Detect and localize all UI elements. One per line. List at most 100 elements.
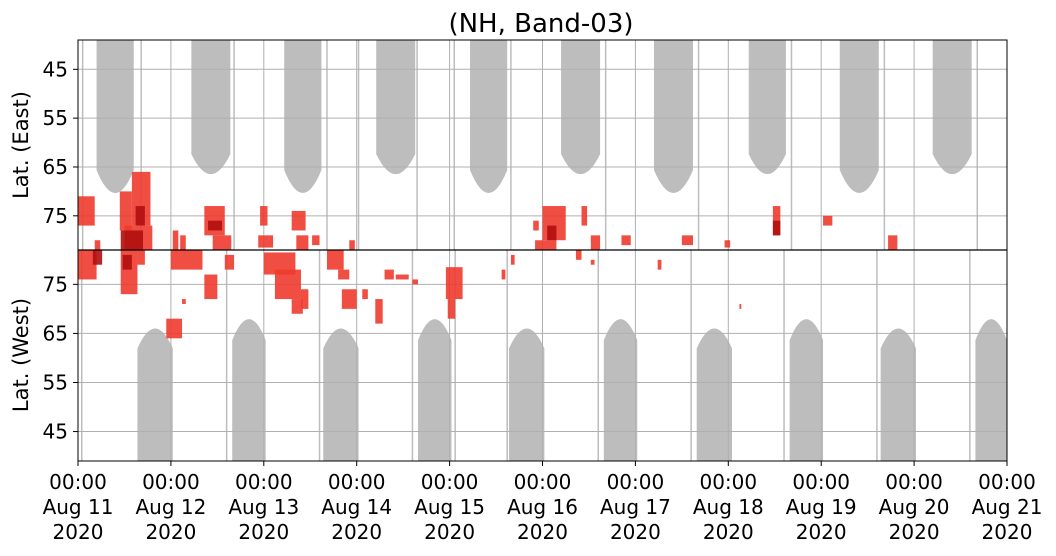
x-tick-date-label: Aug 16 <box>507 495 578 519</box>
echo-cell <box>772 206 781 236</box>
x-tick-time-label: 00:00 <box>607 470 665 494</box>
echo-cell <box>224 254 235 270</box>
x-tick-year-label: 2020 <box>424 520 475 544</box>
echo-cell <box>326 250 344 270</box>
y-tick-label: 45 <box>43 420 68 444</box>
y-tick-label: 75 <box>43 204 68 228</box>
no-data-region <box>470 40 508 194</box>
x-tick-time-label: 00:00 <box>142 470 200 494</box>
x-tick-time-label: 00:00 <box>885 470 943 494</box>
echo-cell <box>291 210 306 231</box>
no-data-region <box>880 328 916 461</box>
x-tick-year-label: 2020 <box>145 520 196 544</box>
echo-cell <box>170 250 203 270</box>
echo-cell <box>260 206 268 226</box>
echo-cell <box>182 299 186 304</box>
y-tick-label: 55 <box>43 106 68 130</box>
echo-cell <box>166 318 183 339</box>
echo-cell <box>122 254 132 270</box>
echo-cell <box>888 235 898 250</box>
no-data-region <box>323 328 359 461</box>
x-tick-time-label: 00:00 <box>699 470 757 494</box>
y-tick-layer: 45 55 65 75 75 65 55 45 <box>43 57 78 444</box>
no-data-region <box>839 40 879 194</box>
echo-cell <box>172 230 179 250</box>
x-tick-year-label: 2020 <box>610 520 661 544</box>
echo-cell <box>78 250 97 280</box>
x-tick-date-label: Aug 13 <box>228 495 299 519</box>
echo-cell <box>119 191 132 231</box>
no-data-region <box>561 40 601 175</box>
echo-cell <box>395 274 409 280</box>
echo-cell <box>94 240 101 250</box>
x-tick-year-label: 2020 <box>703 520 754 544</box>
echo-layer <box>78 171 898 339</box>
echo-cell <box>92 250 103 265</box>
no-data-region <box>191 40 231 175</box>
echo-cell <box>296 235 309 250</box>
west-y-axis-label: Lat. (West) <box>9 298 33 412</box>
no-data-region <box>232 319 266 461</box>
y-tick-label: 55 <box>43 370 68 394</box>
no-data-region <box>603 319 638 461</box>
y-tick-label: 65 <box>43 155 68 179</box>
echo-cell <box>590 259 595 265</box>
echo-cell <box>547 225 557 241</box>
x-tick-time-label: 00:00 <box>328 470 386 494</box>
x-tick-year-label: 2020 <box>53 520 104 544</box>
echo-cell <box>338 269 350 280</box>
echo-cell <box>739 303 742 309</box>
echo-cell <box>291 299 303 314</box>
echo-cell <box>510 254 515 265</box>
echo-cell <box>447 299 456 319</box>
echo-cell <box>120 230 144 250</box>
no-data-region <box>376 40 416 175</box>
echo-cell <box>362 289 368 300</box>
x-tick-year-label: 2020 <box>238 520 289 544</box>
x-tick-year-label: 2020 <box>331 520 382 544</box>
x-tick-year-label: 2020 <box>796 520 847 544</box>
no-data-region <box>418 319 452 461</box>
no-data-region <box>96 40 134 194</box>
no-data-region <box>789 319 824 461</box>
echo-cell <box>258 235 274 248</box>
echo-cell <box>300 289 309 309</box>
x-tick-date-label: Aug 17 <box>600 495 671 519</box>
x-tick-date-label: Aug 14 <box>321 495 392 519</box>
no-data-region <box>653 40 693 194</box>
x-tick-time-label: 00:00 <box>978 470 1036 494</box>
echo-cell <box>208 220 222 231</box>
echo-cell <box>137 250 145 265</box>
x-tick-date-label: Aug 18 <box>693 495 764 519</box>
echo-cell <box>375 299 383 324</box>
echo-cell <box>575 250 582 260</box>
chart-title: (NH, Band-03) <box>448 9 633 39</box>
echo-cell <box>590 235 601 250</box>
no-data-region <box>975 319 1007 461</box>
echo-cell <box>501 269 506 280</box>
echo-cell <box>535 240 557 250</box>
x-tick-time-label: 00:00 <box>514 470 572 494</box>
echo-cell <box>581 206 588 226</box>
x-tick-time-label: 00:00 <box>49 470 107 494</box>
x-tick-date-label: Aug 19 <box>786 495 857 519</box>
echo-cell <box>204 206 225 236</box>
x-tick-year-label: 2020 <box>889 520 940 544</box>
x-tick-time-label: 00:00 <box>421 470 479 494</box>
echo-cell <box>412 279 419 285</box>
x-tick-date-label: Aug 21 <box>972 495 1043 519</box>
x-tick-time-label: 00:00 <box>792 470 850 494</box>
echo-cell <box>657 259 662 270</box>
no-data-layer <box>80 40 1007 461</box>
no-data-region <box>137 328 173 461</box>
echo-cell <box>212 235 232 250</box>
echo-cell <box>445 267 463 300</box>
echo-cell <box>135 206 145 226</box>
echo-cell <box>724 240 731 248</box>
no-data-region <box>696 328 733 461</box>
echo-cell <box>681 235 693 246</box>
no-data-region <box>284 40 322 194</box>
no-data-region <box>748 40 786 175</box>
